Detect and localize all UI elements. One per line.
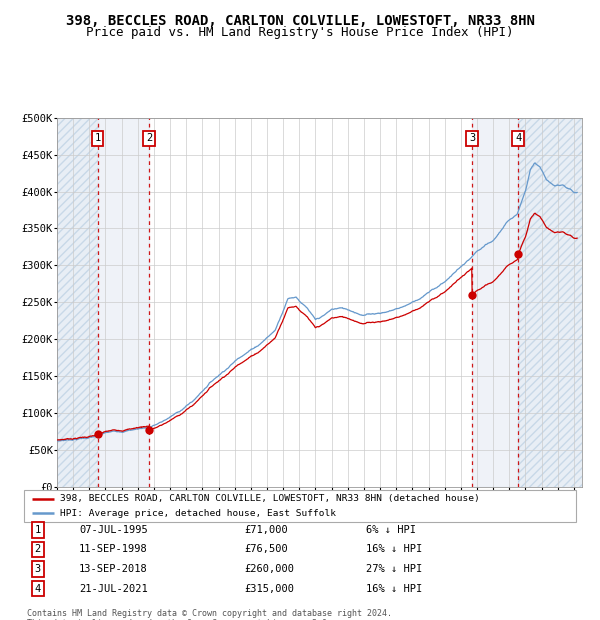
Bar — [472, 118, 518, 487]
Text: £260,000: £260,000 — [245, 564, 295, 574]
Text: Contains HM Land Registry data © Crown copyright and database right 2024.
This d: Contains HM Land Registry data © Crown c… — [27, 609, 392, 620]
Text: £71,000: £71,000 — [245, 525, 289, 535]
Text: £76,500: £76,500 — [245, 544, 289, 554]
Bar — [518, 118, 582, 487]
Text: 2: 2 — [35, 544, 41, 554]
Text: 1: 1 — [35, 525, 41, 535]
Text: 4: 4 — [35, 583, 41, 593]
Text: 1: 1 — [95, 133, 101, 143]
Text: 07-JUL-1995: 07-JUL-1995 — [79, 525, 148, 535]
Text: 2: 2 — [146, 133, 152, 143]
Bar — [57, 118, 98, 487]
Text: 21-JUL-2021: 21-JUL-2021 — [79, 583, 148, 593]
Text: 16% ↓ HPI: 16% ↓ HPI — [366, 583, 422, 593]
Text: 3: 3 — [469, 133, 475, 143]
Text: 13-SEP-2018: 13-SEP-2018 — [79, 564, 148, 574]
Text: Price paid vs. HM Land Registry's House Price Index (HPI): Price paid vs. HM Land Registry's House … — [86, 26, 514, 39]
Text: 398, BECCLES ROAD, CARLTON COLVILLE, LOWESTOFT, NR33 8HN (detached house): 398, BECCLES ROAD, CARLTON COLVILLE, LOW… — [60, 494, 479, 503]
Text: 16% ↓ HPI: 16% ↓ HPI — [366, 544, 422, 554]
Bar — [98, 118, 149, 487]
Text: 398, BECCLES ROAD, CARLTON COLVILLE, LOWESTOFT, NR33 8HN: 398, BECCLES ROAD, CARLTON COLVILLE, LOW… — [65, 14, 535, 28]
Text: 4: 4 — [515, 133, 521, 143]
Text: £315,000: £315,000 — [245, 583, 295, 593]
Text: 6% ↓ HPI: 6% ↓ HPI — [366, 525, 416, 535]
Text: 11-SEP-1998: 11-SEP-1998 — [79, 544, 148, 554]
Text: 3: 3 — [35, 564, 41, 574]
Text: 27% ↓ HPI: 27% ↓ HPI — [366, 564, 422, 574]
Text: HPI: Average price, detached house, East Suffolk: HPI: Average price, detached house, East… — [60, 509, 336, 518]
